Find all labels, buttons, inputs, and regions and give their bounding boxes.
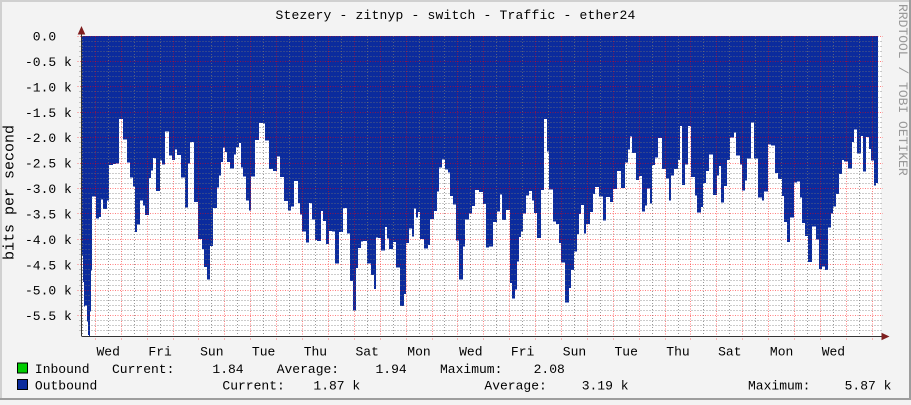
svg-text:1.84: 1.84: [212, 362, 243, 377]
svg-text:-3.5 k: -3.5 k: [25, 207, 72, 222]
svg-text:Mon: Mon: [407, 345, 430, 360]
svg-text:-5.0 k: -5.0 k: [25, 284, 72, 299]
svg-text:-2.5 k: -2.5 k: [25, 157, 72, 172]
svg-text:-4.0 k: -4.0 k: [25, 233, 72, 248]
svg-text:Wed: Wed: [96, 345, 119, 360]
svg-text:Current:: Current:: [112, 362, 174, 377]
svg-text:3.19 k: 3.19 k: [582, 378, 629, 393]
svg-text:Fri: Fri: [148, 345, 172, 360]
svg-text:Stezery - zitnyp - switch - Tr: Stezery - zitnyp - switch - Traffic - et…: [275, 8, 635, 23]
svg-text:Maximum:: Maximum:: [440, 362, 502, 377]
svg-text:Tue: Tue: [614, 345, 637, 360]
svg-text:RRDTOOL / TOBI OETIKER: RRDTOOL / TOBI OETIKER: [895, 4, 910, 176]
svg-text:-5.5 k: -5.5 k: [25, 309, 72, 324]
svg-text:Sat: Sat: [718, 345, 741, 360]
svg-text:Thu: Thu: [304, 345, 327, 360]
svg-text:Average:: Average:: [277, 362, 339, 377]
svg-text:Mon: Mon: [770, 345, 793, 360]
svg-text:Sat: Sat: [355, 345, 378, 360]
svg-text:Wed: Wed: [459, 345, 482, 360]
svg-text:Sun: Sun: [563, 345, 586, 360]
svg-text:Current:: Current:: [222, 378, 284, 393]
svg-text:-3.0 k: -3.0 k: [25, 182, 72, 197]
svg-text:-1.5 k: -1.5 k: [25, 106, 72, 121]
svg-text:2.08: 2.08: [534, 362, 565, 377]
svg-text:5.87 k: 5.87 k: [845, 378, 892, 393]
svg-text:-4.5 k: -4.5 k: [25, 258, 72, 273]
svg-text:Outbound: Outbound: [35, 378, 97, 393]
svg-text:-1.0 k: -1.0 k: [25, 80, 72, 95]
svg-text:Tue: Tue: [252, 345, 275, 360]
svg-text:1.94: 1.94: [376, 362, 407, 377]
svg-text:-2.0 k: -2.0 k: [25, 131, 72, 146]
svg-text:bits per second: bits per second: [2, 125, 19, 260]
svg-text:Maximum:: Maximum:: [748, 378, 810, 393]
svg-text:Wed: Wed: [822, 345, 845, 360]
svg-text:Average:: Average:: [484, 378, 546, 393]
svg-text:Sun: Sun: [200, 345, 223, 360]
svg-text:0.0: 0.0: [33, 30, 56, 45]
svg-text:Fri: Fri: [511, 345, 535, 360]
svg-text:-0.5 k: -0.5 k: [25, 55, 72, 70]
svg-text:Inbound: Inbound: [35, 362, 90, 377]
svg-text:1.87 k: 1.87 k: [313, 378, 360, 393]
svg-text:Thu: Thu: [666, 345, 689, 360]
